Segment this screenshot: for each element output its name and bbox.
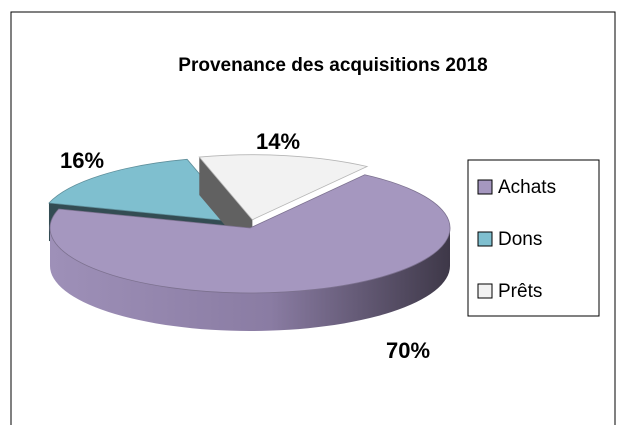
legend-swatch bbox=[477, 179, 493, 195]
pie-slice-side bbox=[50, 228, 450, 331]
legend-swatch bbox=[477, 283, 493, 299]
data-label: 14% bbox=[256, 129, 300, 154]
pie-slice bbox=[49, 174, 451, 294]
pie-slice bbox=[198, 154, 369, 221]
legend-label: Prêts bbox=[498, 281, 542, 302]
legend-swatch bbox=[477, 231, 493, 247]
legend-label: Dons bbox=[498, 229, 542, 250]
pie-slice bbox=[48, 158, 242, 223]
legend-label: Achats bbox=[498, 177, 556, 198]
data-label: 70% bbox=[386, 338, 430, 363]
data-label: 16% bbox=[60, 148, 104, 173]
chart-title: Provenance des acquisitions 2018 bbox=[178, 55, 487, 76]
